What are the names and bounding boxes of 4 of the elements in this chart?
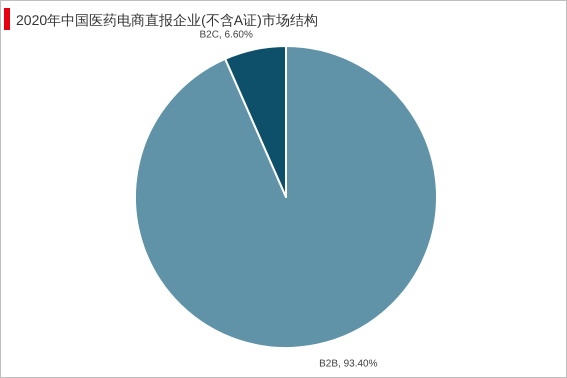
- pie-slice: [134, 45, 438, 349]
- slice-label: B2C, 6.60%: [199, 29, 253, 40]
- slice-label: B2B, 93.40%: [319, 358, 378, 370]
- chart-title: 2020年中国医药电商直报企业(不含A证)市场结构: [16, 12, 318, 28]
